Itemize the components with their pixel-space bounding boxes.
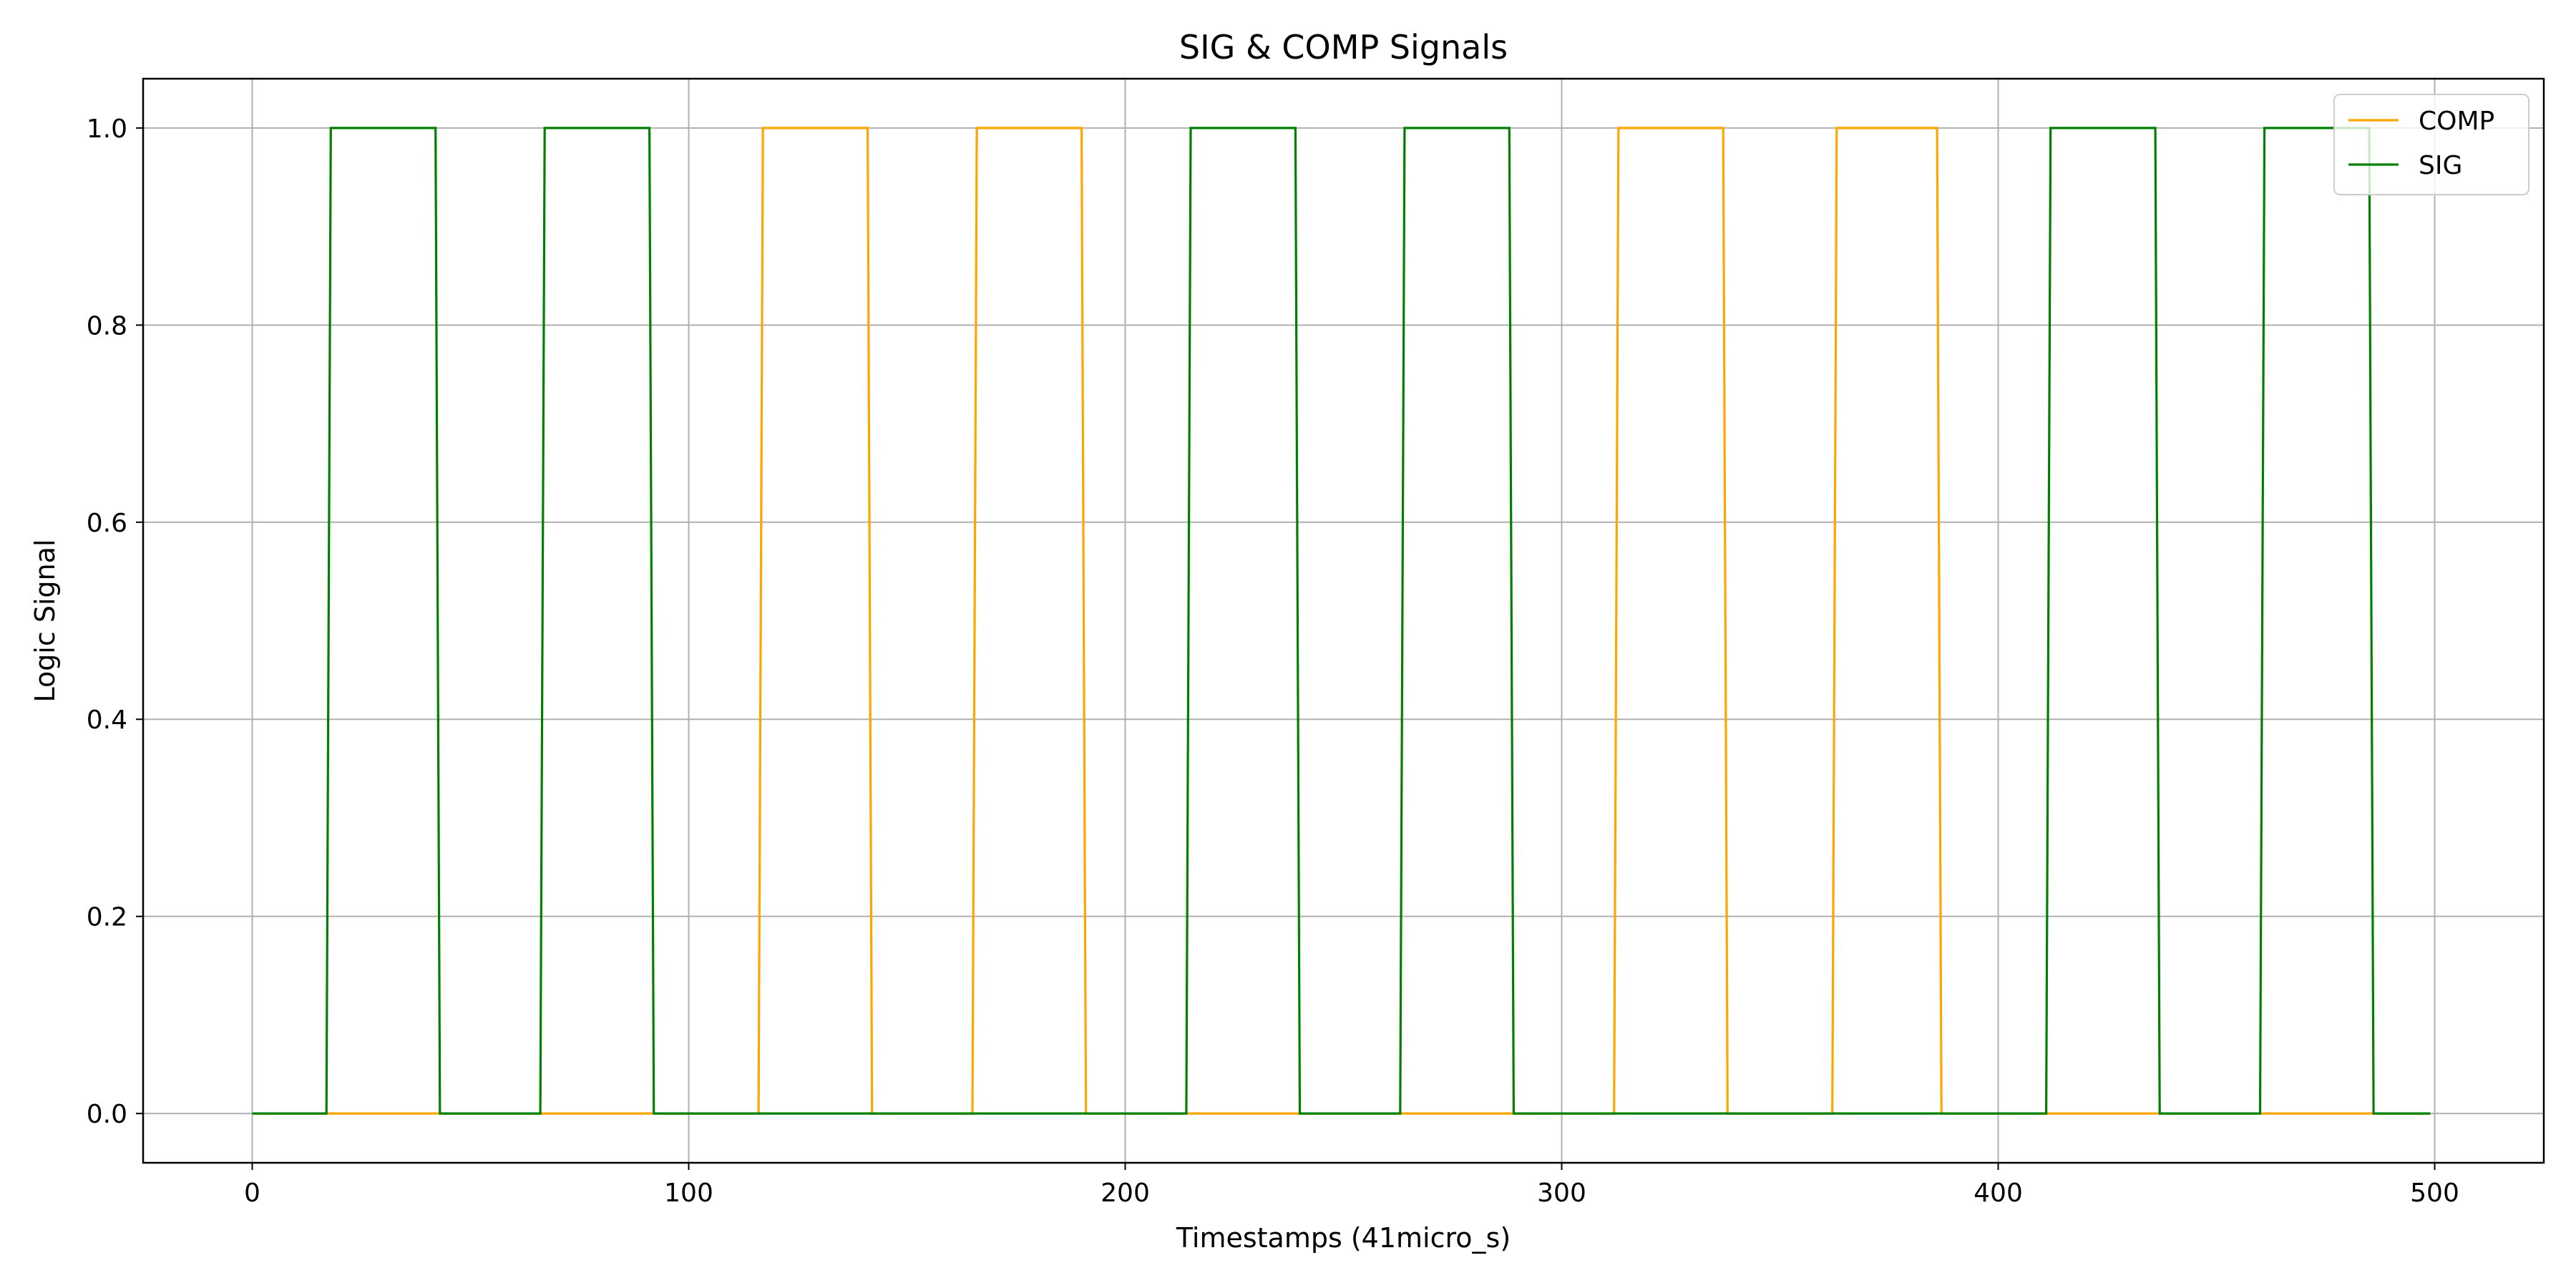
x-tick-label: 100 xyxy=(664,1179,713,1208)
series-lines xyxy=(252,127,2431,1115)
series-line-sig xyxy=(252,127,2431,1115)
y-tick-label: 0.8 xyxy=(87,311,127,341)
x-tick-label: 500 xyxy=(2410,1179,2459,1208)
x-tick-label: 200 xyxy=(1101,1179,1150,1208)
y-axis-label: Logic Signal xyxy=(29,539,61,702)
y-tick-label: 1.0 xyxy=(87,114,127,144)
y-tick-label: 0.2 xyxy=(87,903,127,932)
x-tick-label: 300 xyxy=(1537,1179,1586,1208)
x-tick-label: 0 xyxy=(244,1179,260,1208)
y-tick-label: 0.4 xyxy=(87,706,127,735)
x-tick-label: 400 xyxy=(1974,1179,2023,1208)
x-axis-label: Timestamps (41micro_s) xyxy=(1176,1222,1511,1254)
legend-label-sig: SIG xyxy=(2419,151,2462,180)
legend: COMP SIG xyxy=(2333,94,2529,195)
y-tick-label: 0.6 xyxy=(87,509,127,538)
chart-title: SIG & COMP Signals xyxy=(1179,28,1508,67)
axis-ticks: 0 100 200 300 400 500 0.0 0.2 0.4 0.6 0.8 1.0 xyxy=(87,114,2459,1208)
legend-label-comp: COMP xyxy=(2419,107,2494,136)
plot-frame xyxy=(142,77,2545,1164)
y-tick-label: 0.0 xyxy=(87,1100,127,1129)
